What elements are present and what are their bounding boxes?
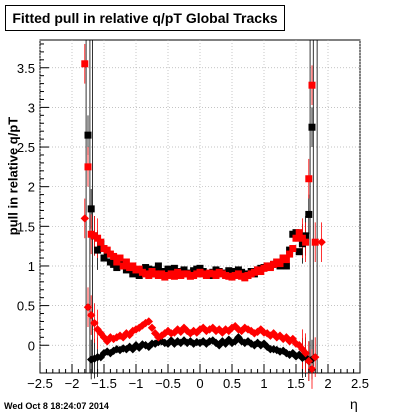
x-tick-label: 0 <box>196 376 203 391</box>
x-tick-label: −1 <box>129 376 144 391</box>
y-tick-label: 0.5 <box>17 299 35 314</box>
data-point-square <box>282 262 290 270</box>
data-point-square <box>292 234 300 242</box>
data-point-square <box>154 262 162 270</box>
data-point-diamond <box>119 333 128 342</box>
data-point-square <box>84 131 92 139</box>
data-point-square <box>295 229 303 237</box>
data-point-square <box>305 210 313 218</box>
data-point-square <box>282 256 290 264</box>
data-point-diamond <box>131 341 141 350</box>
x-tick-label: 0.5 <box>223 376 241 391</box>
data-point-diamond <box>179 323 189 333</box>
data-point-square <box>110 252 118 260</box>
data-point-diamond <box>93 325 102 334</box>
data-point-diamond <box>317 237 326 247</box>
data-point-square <box>276 260 284 268</box>
y-tick-label: 0 <box>28 338 35 353</box>
x-tick-label: 2 <box>324 376 331 391</box>
data-point-square <box>116 254 124 262</box>
data-point-diamond <box>87 310 96 320</box>
data-point-square <box>302 238 310 246</box>
data-point-square <box>308 81 316 89</box>
data-point-diamond <box>147 323 157 333</box>
y-tick-label: 3 <box>28 100 35 115</box>
data-point-square <box>145 271 153 279</box>
data-point-square <box>100 254 108 262</box>
data-point-square <box>81 60 89 68</box>
x-tick-label: −1.5 <box>91 376 117 391</box>
chart-title: Fitted pull in relative q/pT Global Trac… <box>12 10 278 26</box>
x-axis-label: η <box>350 396 358 412</box>
data-point-square <box>122 258 130 266</box>
y-axis-label: pull in relative q/pT <box>5 116 21 236</box>
x-tick-label: −2 <box>65 376 80 391</box>
x-tick-label: −0.5 <box>155 376 181 391</box>
data-point-diamond <box>211 326 221 336</box>
data-markers <box>80 60 326 374</box>
data-point-square <box>129 270 137 278</box>
data-point-square <box>113 264 121 272</box>
data-point-square <box>87 205 95 213</box>
data-point-square <box>305 175 313 183</box>
data-point-diamond <box>211 338 221 348</box>
data-point-diamond <box>83 302 93 312</box>
x-tick-label: −2.5 <box>27 376 53 391</box>
y-tick-label: 2.5 <box>17 140 35 155</box>
data-point-square <box>94 234 102 242</box>
data-point-diamond <box>80 214 89 223</box>
data-point-square <box>286 250 294 258</box>
data-point-square <box>113 258 121 266</box>
axes: −2.5 −2 −1.5 −1 −0.5 0 0.5 1 1.5 2 2.5 0 0.5 1 1.5 2 2.5… <box>17 43 369 391</box>
x-tick-label: 2.5 <box>351 376 369 391</box>
data-point-diamond <box>179 336 189 345</box>
data-point-diamond <box>301 348 310 358</box>
data-point-diamond <box>304 356 313 366</box>
data-point-square <box>289 245 297 253</box>
data-point-square <box>295 248 303 256</box>
y-tick-label: 2 <box>28 180 35 195</box>
data-point-diamond <box>307 364 317 374</box>
data-point-square <box>94 246 102 254</box>
data-point-square <box>97 238 105 246</box>
x-tick-label: 1.5 <box>287 376 305 391</box>
y-tick-label: 1 <box>28 259 35 274</box>
data-point-square <box>119 262 127 270</box>
data-point-square <box>311 238 319 246</box>
data-point-square <box>298 234 306 242</box>
data-point-square <box>170 264 178 272</box>
y-tick-label: 1.5 <box>17 219 35 234</box>
data-point-diamond <box>243 337 253 346</box>
data-point-diamond <box>195 338 205 348</box>
data-point-square <box>103 246 111 254</box>
data-point-square <box>308 123 316 131</box>
data-point-square <box>84 163 92 171</box>
data-point-square <box>170 272 178 280</box>
data-point-diamond <box>144 317 153 326</box>
data-point-square <box>129 262 137 270</box>
data-point-diamond <box>227 338 237 348</box>
data-point-diamond <box>243 325 253 334</box>
data-point-diamond <box>90 318 99 328</box>
timestamp: Wed Oct 8 18:24:07 2014 <box>4 401 109 411</box>
title-box: Fitted pull in relative q/pT Global Trac… <box>5 5 285 31</box>
y-tick-label: 3.5 <box>17 61 35 76</box>
x-tick-label: 1 <box>260 376 267 391</box>
data-point-diamond <box>311 352 320 362</box>
